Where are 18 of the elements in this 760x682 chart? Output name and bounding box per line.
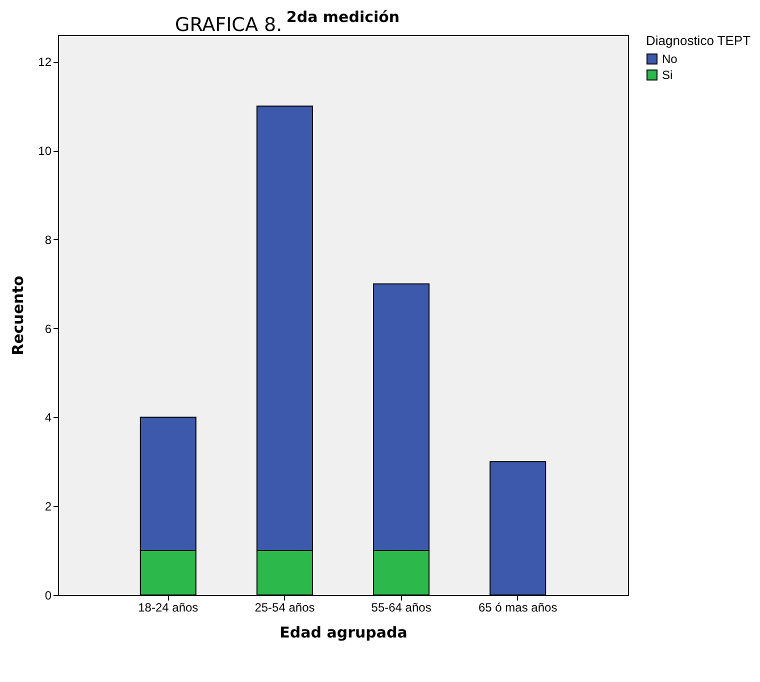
chart-title: 2da medición <box>286 8 400 26</box>
x-tick-label: 65 ó mas años <box>478 600 558 614</box>
y-tick-label: 8 <box>44 232 52 247</box>
y-axis-title: Recuento <box>9 276 28 356</box>
x-tick-label: 25-54 años <box>254 600 315 614</box>
legend-label: Si <box>662 68 673 82</box>
x-axis-title: Edad agrupada <box>280 624 408 642</box>
x-tick-label: 55-64 años <box>371 600 432 614</box>
legend-label: No <box>662 52 678 66</box>
legend-title: Diagnostico TEPT <box>646 33 751 48</box>
y-tick-label: 10 <box>38 144 52 158</box>
y-tick-label: 2 <box>44 500 52 514</box>
x-tick-label: 18-24 años <box>138 600 198 614</box>
y-tick-label: 0 <box>44 588 52 602</box>
annotation: GRAFICA 8. <box>175 14 282 36</box>
y-tick-label: 12 <box>38 55 52 70</box>
y-tick-label: 4 <box>44 410 52 425</box>
y-tick-label: 6 <box>44 322 52 336</box>
